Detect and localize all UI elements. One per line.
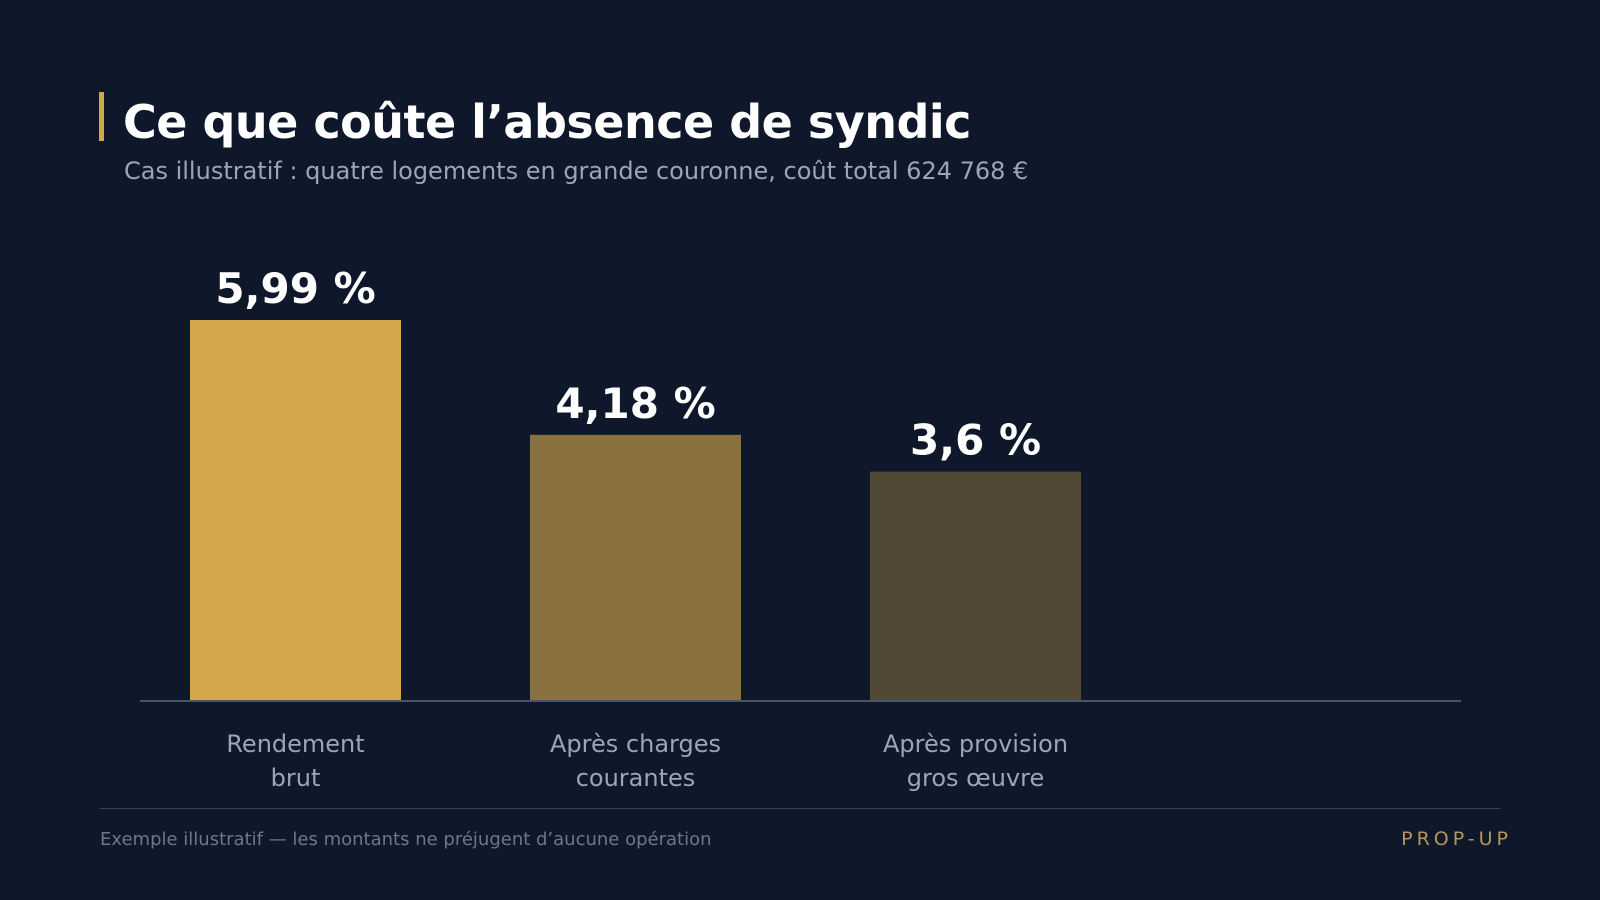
category-label-1-line-2: brut: [271, 764, 321, 792]
category-label-2-line-2: courantes: [576, 764, 696, 792]
bar-2: [530, 434, 741, 700]
title-accent-bar: [99, 92, 104, 141]
bar-1: [190, 320, 401, 700]
category-label-3-line-1: Après provision: [883, 730, 1068, 758]
page-subtitle: Cas illustratif : quatre logements en gr…: [124, 157, 1029, 185]
page-title: Ce que coûte l’absence de syndic: [123, 95, 971, 149]
data-label-2: 4,18 %: [555, 379, 715, 428]
category-label-3-line-2: gros œuvre: [907, 764, 1044, 792]
brand-logo: PROP-UP: [1401, 828, 1512, 850]
data-label-3: 3,6 %: [910, 416, 1041, 465]
data-label-1: 5,99 %: [215, 264, 375, 313]
footer-divider: [100, 808, 1500, 809]
bar-chart: 5,99 % Rendement brut 4,18 % Après charges co…: [140, 264, 1461, 792]
footer-disclaimer: Exemple illustratif — les montants ne pr…: [100, 829, 712, 850]
category-label-2-line-1: Après charges: [550, 730, 721, 758]
bar-3: [870, 471, 1081, 700]
category-label-1-line-1: Rendement: [226, 730, 364, 758]
